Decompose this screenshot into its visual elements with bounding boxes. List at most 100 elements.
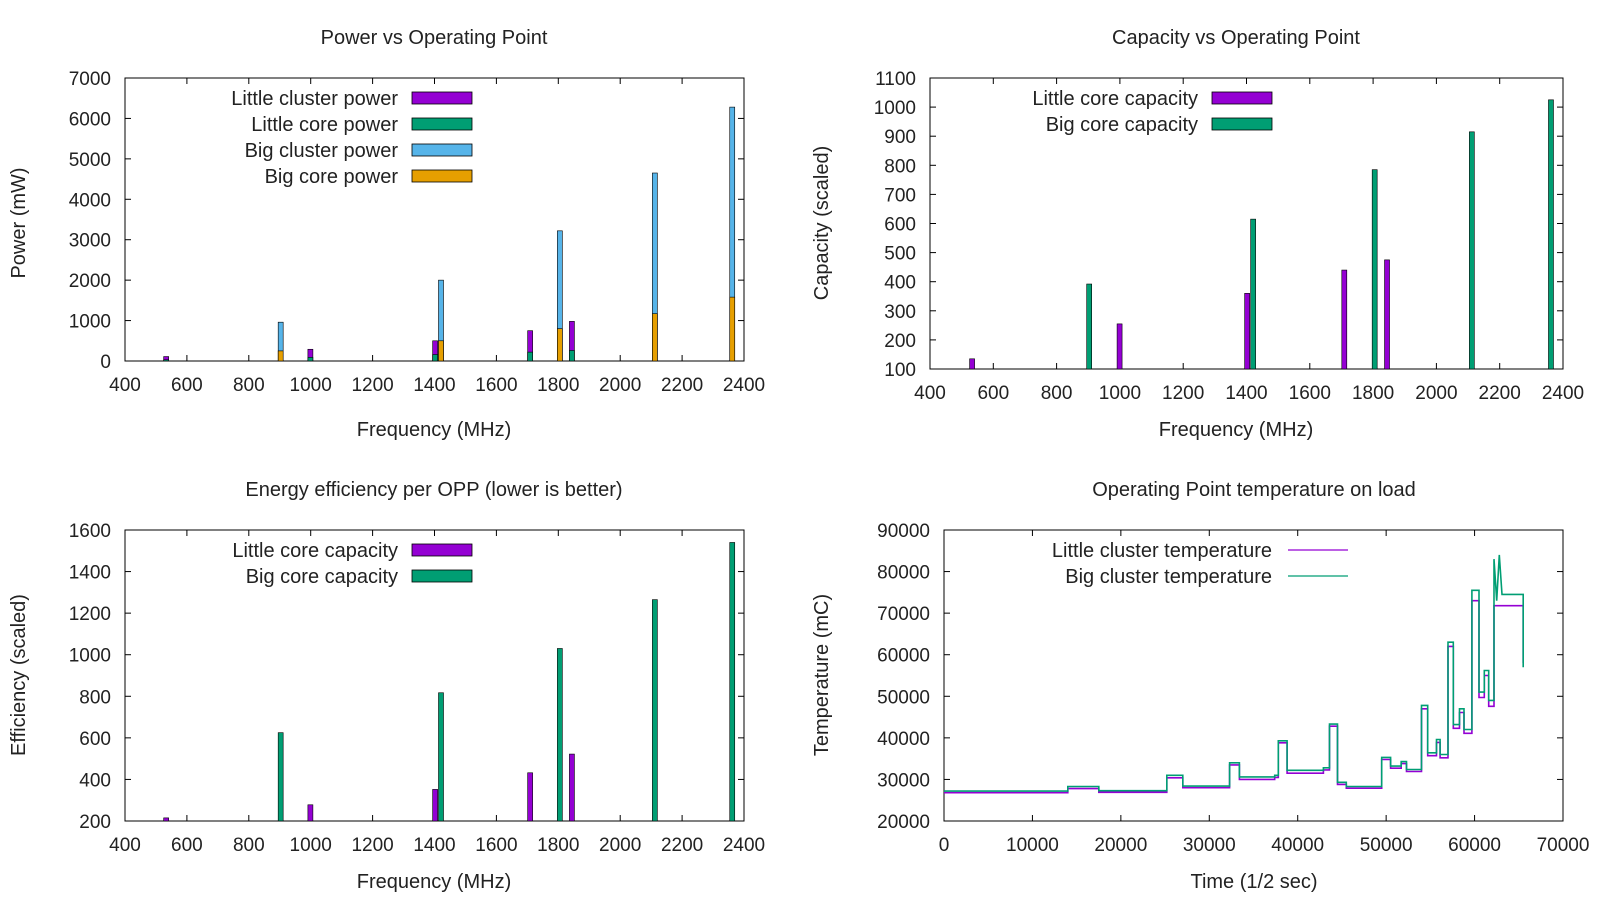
x-tick-label: 800 xyxy=(233,835,265,856)
plot-frame xyxy=(943,529,1564,822)
y-tick-label: 800 xyxy=(884,156,916,177)
legend-label: Little cluster temperature xyxy=(1052,540,1272,562)
y-axis-label: Efficiency (scaled) xyxy=(8,594,30,756)
y-axis-label: Temperature (mC) xyxy=(811,594,833,756)
x-tick-label: 60000 xyxy=(1448,835,1501,856)
bar xyxy=(277,350,284,362)
y-tick-label: 800 xyxy=(79,687,111,708)
y-tick-label: 50000 xyxy=(877,687,930,708)
x-tick-label: 30000 xyxy=(1183,835,1236,856)
x-tick-label: 2400 xyxy=(1542,383,1584,404)
legend-swatch xyxy=(411,117,473,131)
bar xyxy=(277,732,284,822)
x-tick-label: 10000 xyxy=(1006,835,1059,856)
x-tick-label: 800 xyxy=(1041,383,1073,404)
x-tick-label: 40000 xyxy=(1271,835,1324,856)
chart-title: Operating Point temperature on load xyxy=(1092,479,1416,501)
y-tick-label: 1400 xyxy=(69,563,111,584)
chart-title: Power vs Operating Point xyxy=(321,27,548,49)
bar xyxy=(652,313,658,362)
efficiency-chart: Energy efficiency per OPP (lower is bett… xyxy=(8,479,765,893)
bar xyxy=(527,351,533,362)
bar xyxy=(307,804,314,822)
x-tick-label: 2000 xyxy=(599,375,641,396)
legend-swatch xyxy=(1211,117,1273,131)
y-tick-label: 70000 xyxy=(877,604,930,625)
bar xyxy=(557,328,563,362)
y-tick-label: 20000 xyxy=(877,812,930,833)
y-tick-label: 600 xyxy=(884,215,916,236)
bar xyxy=(569,753,575,822)
y-tick-label: 7000 xyxy=(69,69,111,90)
bar xyxy=(163,817,169,822)
x-tick-label: 400 xyxy=(914,383,946,404)
bar xyxy=(569,350,575,362)
chart-title: Capacity vs Operating Point xyxy=(1112,27,1360,49)
legend-swatch xyxy=(411,143,473,157)
x-axis-label: Frequency (MHz) xyxy=(357,871,511,893)
capacity-chart: Capacity vs Operating Point 400 600 800 100… xyxy=(811,27,1584,441)
x-tick-label: 400 xyxy=(109,375,141,396)
plot-area: 0 10000 20000 30000 40000 50000 60000 70000 2000… xyxy=(877,521,1589,856)
x-tick-label: 2400 xyxy=(723,375,765,396)
bar xyxy=(557,648,563,822)
legend-swatch xyxy=(411,543,473,557)
x-tick-label: 1800 xyxy=(1352,383,1394,404)
legend-label: Little core capacity xyxy=(1032,88,1198,110)
bar xyxy=(1250,218,1256,370)
x-tick-label: 2400 xyxy=(723,835,765,856)
y-tick-label: 500 xyxy=(884,244,916,265)
x-tick-label: 1200 xyxy=(351,835,393,856)
bar xyxy=(969,358,975,370)
x-tick-label: 600 xyxy=(171,375,203,396)
y-tick-label: 90000 xyxy=(877,521,930,542)
x-axis-label: Frequency (MHz) xyxy=(357,419,511,441)
legend-swatch xyxy=(411,91,473,105)
x-tick-label: 1000 xyxy=(290,835,332,856)
plot-area: 400 600 800 1000 1200 1400 1600 1800 2000 2200 240… xyxy=(69,521,765,856)
y-tick-label: 900 xyxy=(884,127,916,148)
bar xyxy=(432,354,438,362)
series-line xyxy=(944,554,1524,792)
y-tick-label: 1600 xyxy=(69,521,111,542)
bar xyxy=(438,340,444,362)
bar xyxy=(1548,99,1554,370)
x-tick-label: 2000 xyxy=(1415,383,1457,404)
x-tick-label: 2000 xyxy=(599,835,641,856)
x-tick-label: 50000 xyxy=(1360,835,1413,856)
x-tick-label: 2200 xyxy=(661,835,703,856)
bar xyxy=(527,772,533,822)
x-tick-label: 1600 xyxy=(475,375,517,396)
plot-area: 400 600 800 1000 1200 1400 1600 1800 2000 2200 240… xyxy=(874,69,1584,404)
legend-label: Big core capacity xyxy=(246,566,398,588)
x-tick-label: 1200 xyxy=(351,375,393,396)
x-tick-label: 0 xyxy=(939,835,950,856)
y-tick-label: 3000 xyxy=(69,231,111,252)
y-tick-label: 1000 xyxy=(69,646,111,667)
bar xyxy=(1384,259,1390,370)
y-tick-label: 400 xyxy=(79,770,111,791)
y-tick-label: 1000 xyxy=(69,312,111,333)
x-tick-label: 1600 xyxy=(475,835,517,856)
x-axis-label: Time (1/2 sec) xyxy=(1190,871,1317,893)
bar xyxy=(1371,169,1378,370)
x-tick-label: 600 xyxy=(977,383,1009,404)
y-tick-label: 2000 xyxy=(69,271,111,292)
legend-swatch xyxy=(411,569,473,583)
legend-label: Little cluster power xyxy=(231,88,398,110)
x-tick-label: 400 xyxy=(109,835,141,856)
y-tick-label: 100 xyxy=(884,360,916,381)
bar xyxy=(438,692,444,822)
y-axis-label: Capacity (scaled) xyxy=(811,146,833,301)
x-axis-label: Frequency (MHz) xyxy=(1159,419,1313,441)
y-tick-label: 30000 xyxy=(877,770,930,791)
y-axis-label: Power (mW) xyxy=(8,167,30,278)
y-tick-label: 1100 xyxy=(875,69,916,90)
legend-label: Big core power xyxy=(265,166,399,188)
temperature-chart: Operating Point temperature on load 0 100… xyxy=(811,479,1589,893)
legend-label: Little core capacity xyxy=(232,540,398,562)
legend-label: Big cluster power xyxy=(245,140,399,162)
y-tick-label: 4000 xyxy=(69,190,111,211)
y-tick-label: 1200 xyxy=(69,604,111,625)
